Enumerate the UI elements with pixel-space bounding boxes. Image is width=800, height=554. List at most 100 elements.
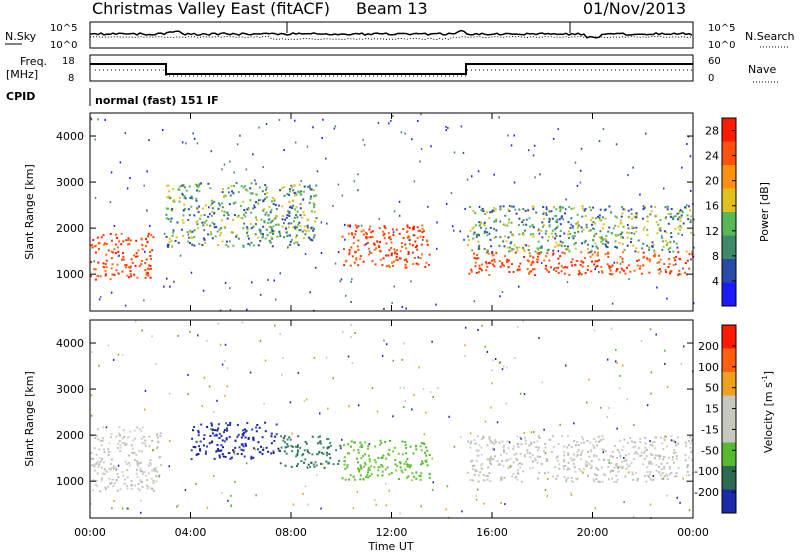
power-data-cell <box>643 205 646 208</box>
power-data-cell <box>650 210 653 213</box>
velocity-data-cell <box>575 455 578 458</box>
power-data-cell <box>310 226 313 229</box>
velocity-data-cell <box>149 459 152 461</box>
velocity-data-cell <box>234 439 237 442</box>
velocity-data-cell <box>323 466 326 469</box>
power-speckle <box>398 214 401 217</box>
velocity-data-cell <box>401 453 404 456</box>
power-data-cell <box>672 217 675 220</box>
velocity-data-cell <box>240 453 243 456</box>
power-data-cell <box>102 266 105 268</box>
power-data-cell <box>522 208 525 210</box>
power-data-cell <box>354 230 357 233</box>
power-data-cell <box>94 268 97 271</box>
power-data-cell <box>545 255 548 258</box>
power-data-cell <box>606 246 609 249</box>
velocity-data-cell <box>127 436 130 439</box>
velocity-data-cell <box>144 439 147 442</box>
velocity-speckle <box>356 490 359 493</box>
velocity-data-cell <box>301 454 304 457</box>
power-data-cell <box>182 234 184 237</box>
power-speckle <box>477 170 480 173</box>
velocity-data-cell <box>690 442 692 445</box>
power-data-cell <box>190 195 193 198</box>
velocity-data-cell <box>352 475 355 478</box>
power-data-cell <box>92 239 95 241</box>
velocity-speckle <box>354 332 356 335</box>
power-data-cell <box>576 213 579 216</box>
velocity-data-cell <box>217 448 220 450</box>
power-data-cell <box>269 221 272 224</box>
power-colorbar-tick-label: 4 <box>712 275 719 288</box>
power-data-cell <box>184 197 187 200</box>
velocity-data-cell <box>227 424 229 427</box>
velocity-data-cell <box>158 474 161 477</box>
power-data-cell <box>526 259 529 262</box>
power-data-cell <box>474 261 477 264</box>
velocity-data-cell <box>632 478 635 481</box>
power-data-cell <box>667 266 670 268</box>
power-data-cell <box>408 226 411 229</box>
power-speckle <box>405 307 407 310</box>
velocity-data-cell <box>145 474 147 477</box>
power-data-cell <box>259 230 262 233</box>
power-data-cell <box>473 257 476 260</box>
power-data-cell <box>518 246 521 249</box>
power-colorbar-swatch <box>722 165 736 189</box>
velocity-data-cell <box>300 460 303 462</box>
power-data-cell <box>478 221 481 224</box>
velocity-data-cell <box>645 455 648 458</box>
velocity-data-cell <box>593 437 596 440</box>
power-data-cell <box>255 223 257 225</box>
velocity-data-cell <box>632 446 635 449</box>
power-data-cell <box>472 226 475 229</box>
power-data-cell <box>642 208 645 211</box>
velocity-data-cell <box>660 468 663 471</box>
velocity-data-cell <box>415 445 418 448</box>
velocity-speckle <box>502 365 505 368</box>
power-data-cell <box>661 248 664 251</box>
power-data-cell <box>195 199 198 202</box>
power-data-cell <box>237 191 240 194</box>
power-data-cell <box>216 230 219 233</box>
velocity-data-cell <box>318 451 321 454</box>
velocity-speckle <box>184 489 187 492</box>
velocity-speckle <box>177 504 180 507</box>
velocity-data-cell <box>666 445 669 448</box>
velocity-data-cell <box>426 464 429 467</box>
velocity-data-cell <box>146 487 149 489</box>
power-data-cell <box>502 205 505 208</box>
power-data-cell <box>541 236 544 239</box>
power-data-cell <box>599 219 602 222</box>
velocity-data-cell <box>135 453 138 456</box>
power-data-cell <box>302 190 305 193</box>
power-data-cell <box>495 218 498 221</box>
power-data-cell <box>249 199 252 202</box>
power-speckle <box>447 127 449 129</box>
power-data-cell <box>544 267 547 270</box>
power-data-cell <box>193 244 196 247</box>
power-data-cell <box>620 236 623 239</box>
velocity-speckle <box>263 402 265 405</box>
velocity-data-cell <box>563 451 566 454</box>
velocity-data-cell <box>225 438 228 441</box>
power-data-cell <box>420 243 423 246</box>
velocity-data-cell <box>359 445 362 448</box>
power-data-cell <box>168 237 171 240</box>
power-data-cell <box>529 255 532 258</box>
power-speckle <box>192 132 194 135</box>
velocity-speckle <box>319 412 321 415</box>
power-data-cell <box>145 271 148 274</box>
velocity-data-cell <box>562 465 565 468</box>
power-data-cell <box>347 232 350 235</box>
power-data-cell <box>315 194 318 197</box>
velocity-data-cell <box>242 445 245 448</box>
velocity-data-cell <box>283 435 286 438</box>
power-speckle <box>570 223 572 226</box>
noise-tick-bottom-right: 10^0 <box>708 40 735 51</box>
power-data-cell <box>592 227 594 230</box>
velocity-data-cell <box>636 452 639 455</box>
velocity-data-cell <box>232 449 235 452</box>
